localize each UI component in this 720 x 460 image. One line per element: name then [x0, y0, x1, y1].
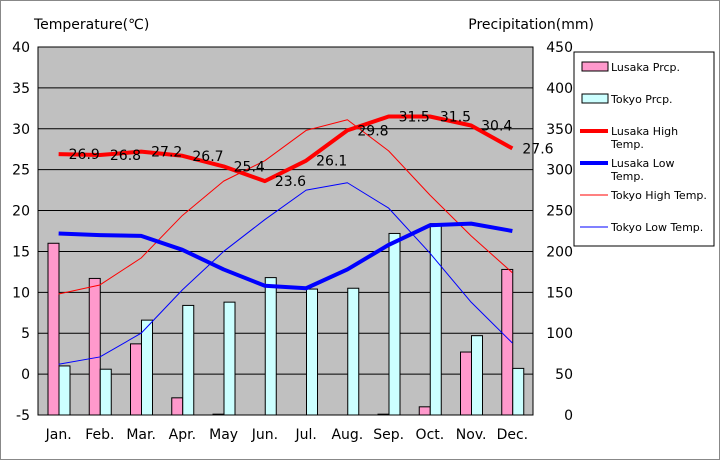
precipitation-bar — [99, 368, 112, 416]
legend-label: Tokyo Low Temp. — [610, 221, 703, 234]
category-label: May — [209, 427, 238, 443]
precipitation-bar — [47, 242, 60, 416]
line-series — [58, 114, 514, 365]
left-tick-label: 35 — [12, 81, 30, 97]
category-label: Jul. — [294, 427, 316, 443]
data-label: 26.1 — [316, 154, 347, 170]
category-label: Oct. — [416, 427, 445, 443]
precipitation-bar — [347, 287, 360, 416]
right-tick-label: 200 — [546, 244, 573, 260]
data-label: 29.8 — [357, 123, 388, 139]
left-tick-label: 0 — [21, 367, 30, 383]
legend-box — [573, 51, 715, 247]
precipitation-bar — [182, 304, 195, 416]
category-label: Sep. — [373, 427, 404, 443]
left-tick-label: 20 — [12, 204, 30, 220]
precipitation-bar — [130, 343, 142, 416]
right-tick-label: 450 — [546, 40, 573, 56]
precipitation-bar — [377, 413, 390, 416]
right-tick-label: 300 — [546, 163, 573, 179]
category-label: Aug. — [331, 427, 363, 443]
tick-labels: -505101520253035400501001502002503003504… — [12, 40, 573, 443]
precipitation-bar — [512, 367, 525, 416]
data-label: 27.6 — [522, 141, 553, 157]
data-label: 31.5 — [399, 110, 430, 126]
left-tick-label: 15 — [12, 244, 30, 260]
data-label: 25.4 — [234, 159, 265, 175]
legend-label: Tokyo High Temp. — [610, 189, 707, 202]
legend: Lusaka Prcp. Tokyo Prcp. Lusaka High Temp. L… — [573, 51, 715, 247]
category-label: Mar. — [126, 427, 156, 443]
legend-label: Tokyo Prcp. — [610, 93, 673, 106]
right-tick-label: 400 — [546, 81, 573, 97]
right-tick-label: 50 — [555, 367, 573, 383]
left-tick-label: 30 — [12, 122, 30, 138]
right-tick-label: 350 — [546, 122, 573, 138]
precipitation-bar — [429, 223, 442, 416]
precipitation-bar — [58, 365, 71, 416]
category-label: Apr. — [169, 427, 196, 443]
data-labels: 26.9 26.8 27.2 26.7 25.4 23.6 26.1 29.8 31.5 31.5… — [69, 110, 554, 191]
data-label: 26.9 — [69, 147, 100, 163]
category-label: Dec. — [497, 427, 529, 443]
data-label: 26.8 — [110, 148, 141, 164]
precipitation-bar — [460, 351, 472, 416]
left-tick-label: 5 — [21, 326, 30, 342]
legend-label: Lusaka Prcp. — [611, 61, 680, 74]
precipitation-bar — [306, 288, 318, 416]
legend-swatch — [581, 61, 609, 72]
precipitation-bar — [141, 319, 153, 416]
precipitation-bar — [212, 413, 225, 416]
precipitation-bar — [223, 301, 236, 416]
category-label: Feb. — [85, 427, 114, 443]
left-tick-label: 40 — [12, 40, 30, 56]
category-label: Jun. — [251, 427, 278, 443]
right-tick-label: 0 — [564, 408, 573, 424]
data-label: 23.6 — [275, 174, 306, 190]
data-label: 30.4 — [481, 119, 512, 135]
right-axis-title: Precipitation(mm) — [468, 17, 594, 33]
precipitation-bar — [501, 268, 514, 416]
left-tick-label: 25 — [12, 163, 30, 179]
right-tick-label: 100 — [546, 326, 573, 342]
data-label: 27.2 — [151, 145, 182, 161]
precipitation-bar — [388, 232, 401, 416]
legend-label: Lusaka Low Temp. — [610, 157, 674, 183]
temperature-line — [58, 119, 513, 295]
right-tick-label: 150 — [546, 285, 573, 301]
left-tick-label: -5 — [16, 408, 30, 424]
precipitation-bar — [264, 277, 277, 416]
left-tick-label: 10 — [12, 285, 30, 301]
precipitation-bar — [418, 406, 431, 416]
legend-swatch — [581, 93, 609, 104]
right-tick-label: 250 — [546, 204, 573, 220]
category-label: Nov. — [456, 427, 487, 443]
data-label: 26.7 — [192, 149, 223, 165]
precipitation-bar — [471, 335, 483, 416]
temperature-line — [58, 182, 513, 365]
plot-area — [37, 46, 534, 416]
category-label: Jan. — [45, 427, 72, 443]
temperature-line — [58, 114, 514, 184]
precipitation-bar — [88, 277, 101, 416]
precipitation-bar — [171, 397, 184, 416]
bar-series — [47, 223, 525, 416]
left-axis-title: Temperature(℃) — [33, 17, 149, 33]
temperature-line — [58, 221, 513, 291]
legend-label: Lusaka High Temp. — [610, 125, 678, 151]
data-label: 31.5 — [440, 110, 471, 126]
